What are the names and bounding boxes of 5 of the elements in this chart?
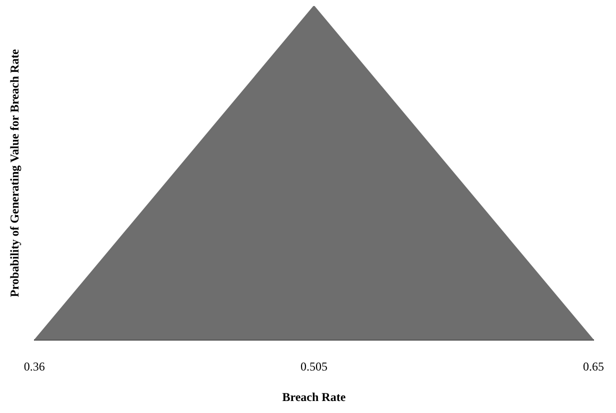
x-axis-title: Breach Rate (282, 390, 346, 404)
y-axis-title: Probability of Generating Value for Breach Rate (7, 48, 22, 298)
x-tick-label: 0.36 (24, 360, 45, 374)
x-tick-label: 0.505 (300, 360, 328, 374)
x-tick-label: 0.65 (583, 360, 604, 374)
